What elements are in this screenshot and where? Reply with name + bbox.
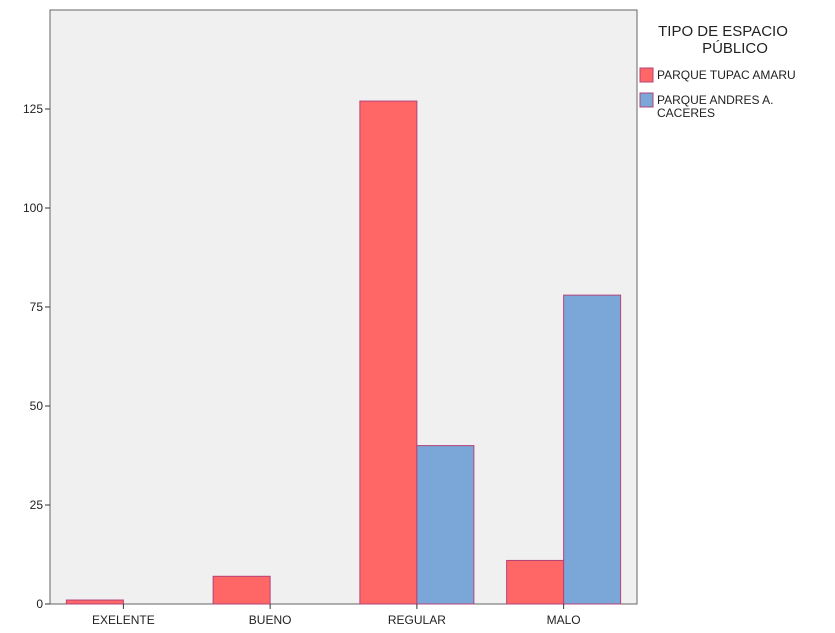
y-tick-label: 100 <box>23 201 43 215</box>
bar-malo-series-1 <box>506 559 565 605</box>
legend-title-line-1: TIPO DE ESPACIO <box>658 23 788 40</box>
legend: TIPO DE ESPACIO PÚBLICO PARQUE TUPAC AMA… <box>639 23 796 120</box>
x-axis: EXELENTE BUENO REGULAR MALO <box>92 604 581 627</box>
y-axis: 0 25 50 75 100 125 <box>23 102 50 611</box>
bars-layer <box>65 100 622 605</box>
y-tick-label: 50 <box>30 399 44 413</box>
legend-label-series-2: CACERES <box>657 106 715 120</box>
legend-items: PARQUE TUPAC AMARU PARQUE ANDRES A.CACERE… <box>639 67 796 120</box>
legend-label-series-1: PARQUE TUPAC AMARU <box>657 68 796 82</box>
y-tick-label: 25 <box>30 498 44 512</box>
x-tick-label: REGULAR <box>388 613 446 627</box>
legend-swatch-series-2 <box>639 92 654 108</box>
y-tick-label: 75 <box>30 300 44 314</box>
bar-bueno-series-1 <box>212 575 271 605</box>
bar-regular-series-1 <box>359 100 418 605</box>
plot-area <box>49 9 638 605</box>
bar-regular-series-2 <box>416 445 475 605</box>
legend-swatch-series-1 <box>639 67 654 83</box>
y-tick-label: 0 <box>36 597 43 611</box>
x-tick-label: EXELENTE <box>92 613 155 627</box>
bar-malo-series-2 <box>563 294 622 605</box>
x-tick-label: MALO <box>547 613 581 627</box>
x-tick-label: BUENO <box>249 613 292 627</box>
legend-label-series-2: PARQUE ANDRES A. <box>657 93 773 107</box>
bar-exelente-series-1 <box>65 599 124 605</box>
legend-title-line-2: PÚBLICO <box>702 40 768 57</box>
y-tick-label: 125 <box>23 102 43 116</box>
